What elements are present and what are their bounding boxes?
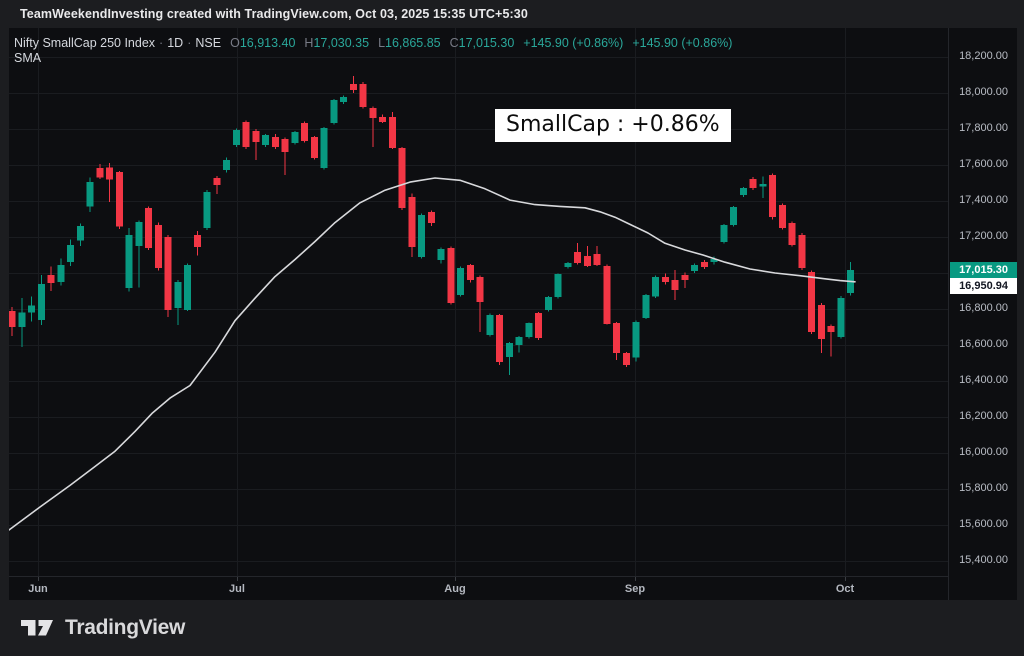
legend-separator-2: · (187, 36, 192, 50)
price-tick-label: 15,400.00 (959, 554, 1008, 566)
change-value-2: +145.90 (+0.86%) (632, 36, 733, 50)
time-axis[interactable]: Jun Jul Aug Sep Oct (9, 576, 948, 600)
sma-line[interactable] (9, 177, 856, 531)
time-tick-label: Oct (835, 583, 855, 595)
time-tick-label: Jul (229, 583, 245, 595)
price-tick-label: 16,800.00 (959, 302, 1008, 314)
price-tick-label: 18,000.00 (959, 86, 1008, 98)
sma-legend[interactable]: SMA (14, 51, 42, 65)
price-tick-label: 17,800.00 (959, 122, 1008, 134)
chart-pane[interactable]: Nifty SmallCap 250 Index · 1D · NSE O16,913.4… (9, 28, 1017, 600)
timeframe[interactable]: 1D (167, 36, 184, 50)
price-tick-label: 15,600.00 (959, 518, 1008, 530)
time-tick-label: Sep (624, 583, 646, 595)
time-tick (845, 577, 846, 581)
time-tick-label: Jun (28, 583, 48, 595)
smallcap-change-callout[interactable]: SmallCap : +0.86% (495, 109, 731, 142)
price-tick-label: 15,800.00 (959, 482, 1008, 494)
price-tick-label: 16,400.00 (959, 374, 1008, 386)
time-tick (38, 577, 39, 581)
time-tick (237, 577, 238, 581)
watermark-title: TeamWeekendInvesting created with Tradin… (20, 7, 528, 21)
tradingview-logo-link[interactable]: TradingView (21, 616, 185, 640)
price-tick-label: 16,600.00 (959, 338, 1008, 350)
change-value: +145.90 (+0.86%) (523, 36, 624, 50)
time-tick-label: Aug (444, 583, 466, 595)
price-tick-label: 16,200.00 (959, 410, 1008, 422)
time-tick (635, 577, 636, 581)
legend-separator: · (159, 36, 164, 50)
tradingview-brand-text: TradingView (65, 616, 186, 639)
symbol-legend: Nifty SmallCap 250 Index · 1D · NSE O16,913.4… (14, 36, 732, 50)
high-label: H (304, 36, 314, 50)
low-value: 16,865.85 (385, 36, 441, 50)
grid-layer (9, 28, 948, 576)
open-label: O (230, 36, 240, 50)
symbol-name[interactable]: Nifty SmallCap 250 Index (14, 36, 156, 50)
tradingview-logo-icon (21, 619, 53, 635)
last-price-badge: 17,015.30 (950, 262, 1017, 279)
footer: TradingView (0, 600, 1024, 656)
close-label: C (449, 36, 459, 50)
price-tick-label: 17,600.00 (959, 158, 1008, 170)
open-value: 16,913.40 (239, 36, 296, 50)
top-watermark-bar: TeamWeekendInvesting created with Tradin… (0, 0, 1024, 28)
low-label: L (378, 36, 386, 50)
price-tick-label: 17,200.00 (959, 230, 1008, 242)
exchange[interactable]: NSE (195, 36, 222, 50)
candles-layer (9, 76, 854, 376)
sma-price-badge: 16,950.94 (950, 278, 1017, 295)
price-tick-label: 17,400.00 (959, 194, 1008, 206)
price-tick-label: 18,200.00 (959, 50, 1008, 62)
time-tick (455, 577, 456, 581)
close-value: 17,015.30 (458, 36, 515, 50)
high-value: 17,030.35 (313, 36, 370, 50)
candlestick-chart[interactable] (9, 28, 948, 576)
price-tick-label: 16,000.00 (959, 446, 1008, 458)
price-axis[interactable]: 17,015.30 16,950.94 18,200.00 18,000.00 17… (948, 28, 1017, 600)
